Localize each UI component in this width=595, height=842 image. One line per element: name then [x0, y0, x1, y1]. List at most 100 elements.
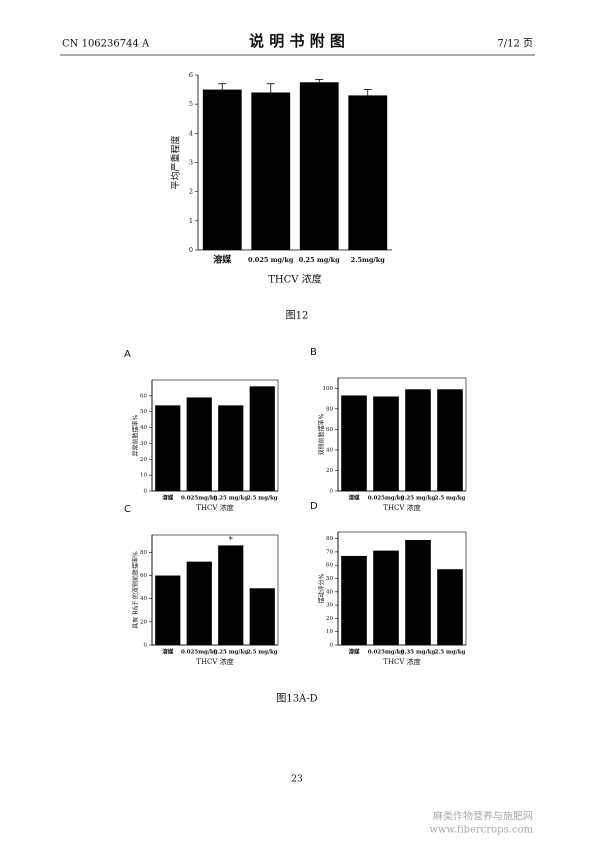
watermark: 麻类作物营养与施肥网 — [433, 810, 533, 823]
x-axis-label: THCV 浓度 — [196, 503, 233, 512]
y-tick-label: 10 — [326, 629, 333, 635]
bar — [202, 89, 242, 250]
figure-caption: 图13A-D — [276, 693, 317, 705]
y-tick-label: 0 — [330, 489, 334, 495]
y-tick-label: 5 — [189, 100, 193, 108]
x-tick-label: 0.25 mg/kg — [213, 650, 248, 656]
y-tick-label: 4 — [189, 129, 193, 137]
y-tick-label: 50 — [140, 409, 147, 415]
x-axis-label: THCV 浓度 — [383, 657, 420, 666]
y-axis-label: 具有 R&F 的双侧前肢摆率% — [132, 551, 140, 629]
bar — [405, 389, 431, 491]
y-tick-label: 3 — [189, 159, 193, 167]
plot-frame — [337, 531, 467, 646]
x-axis-label: THCV 浓度 — [383, 503, 420, 512]
panel-letter: A — [124, 349, 131, 360]
y-tick-label: 20 — [140, 619, 147, 625]
bar — [186, 397, 212, 491]
x-tick-label: 2.5 mg/kg — [247, 650, 278, 656]
x-axis-label: THCV 浓度 — [268, 273, 321, 286]
y-tick-label: 100 — [323, 386, 334, 392]
y-tick-label: 0 — [144, 643, 148, 649]
y-axis-label: 双侧前肢摆率% — [318, 413, 326, 455]
x-tick-label: 0.025 mg/kg — [248, 256, 294, 264]
bar — [218, 545, 244, 645]
y-tick-label: 10 — [140, 473, 147, 479]
y-tick-label: 40 — [140, 596, 147, 602]
x-tick-label: 0.35 mg/kg — [401, 650, 436, 656]
y-tick-label: 40 — [326, 447, 333, 453]
bar — [341, 395, 367, 491]
y-tick-label: 60 — [140, 393, 147, 399]
bar — [249, 386, 275, 491]
y-tick-label: 30 — [140, 441, 147, 447]
plot-frame — [151, 379, 279, 492]
y-tick-label: 80 — [326, 536, 333, 542]
bar — [341, 555, 367, 645]
x-tick-label: 溶媒 — [213, 254, 232, 266]
x-tick-label: 0.025mg/kg — [368, 496, 405, 502]
bar — [437, 569, 463, 645]
x-tick-label: 0.025mg/kg — [181, 496, 218, 502]
y-tick-label: 70 — [326, 549, 333, 555]
x-tick-label: 0.025mg/kg — [368, 650, 405, 656]
x-tick-label: 0.025mg/kg — [181, 650, 218, 656]
plot-frame — [151, 534, 279, 646]
x-tick-label: 2.5mg/kg — [351, 256, 386, 264]
y-tick-label: 60 — [140, 573, 147, 579]
bar — [155, 405, 181, 491]
x-tick-label: 溶媒 — [162, 648, 174, 656]
y-axis-label: 异常前肢摆率% — [132, 414, 140, 456]
x-tick-label: 2.5 mg/kg — [247, 496, 278, 502]
bar — [373, 550, 399, 645]
y-tick-label: 50 — [326, 576, 333, 582]
x-tick-label: 2.5 mg/kg — [435, 496, 466, 502]
y-axis-label: 平均严重程度 — [170, 135, 182, 189]
y-tick-label: 40 — [326, 589, 333, 595]
x-tick-label: 溶媒 — [348, 494, 360, 502]
y-tick-label: 60 — [326, 427, 333, 433]
x-tick-label: 2.5 mg/kg — [435, 650, 466, 656]
y-tick-label: 0 — [144, 489, 148, 495]
bar — [186, 561, 212, 645]
panel-letter: B — [310, 347, 317, 358]
y-axis-label: 摆动评分% — [318, 573, 326, 603]
doc-title: 说 明 书 附 图 — [249, 32, 345, 50]
x-tick-label: 溶媒 — [348, 648, 360, 656]
panel-letter: C — [124, 504, 131, 515]
y-tick-label: 80 — [140, 550, 147, 556]
bar — [437, 389, 463, 491]
page-number: 23 — [291, 775, 303, 785]
bar — [249, 588, 275, 645]
bar — [251, 92, 291, 250]
panel-letter: D — [310, 501, 318, 512]
x-tick-label: 溶媒 — [162, 494, 174, 502]
bar — [299, 82, 339, 251]
y-tick-label: 0 — [330, 643, 334, 649]
bar — [155, 575, 181, 645]
bar — [373, 396, 399, 491]
plot-frame — [337, 377, 467, 492]
watermark: www.fibercrops.com — [429, 825, 533, 836]
significance-marker: * — [229, 535, 233, 544]
y-tick-label: 20 — [140, 457, 147, 463]
y-tick-label: 20 — [326, 616, 333, 622]
x-tick-label: 0.25 mg/kg — [401, 496, 436, 502]
y-tick-label: 2 — [189, 188, 193, 196]
y-tick-label: 20 — [326, 468, 333, 474]
y-tick-label: 1 — [189, 217, 193, 225]
bar — [218, 405, 244, 491]
doc-number: CN 106236744 A — [62, 39, 150, 50]
x-axis-label: THCV 浓度 — [196, 657, 233, 666]
x-tick-label: 0.25 mg/kg — [299, 256, 340, 264]
y-tick-label: 40 — [140, 425, 147, 431]
bar — [405, 539, 431, 645]
y-tick-label: 80 — [326, 406, 333, 412]
page-count: 7/12 页 — [497, 38, 533, 50]
y-tick-label: 0 — [189, 246, 193, 254]
y-tick-label: 60 — [326, 563, 333, 569]
figure-caption: 图12 — [286, 310, 309, 322]
y-tick-label: 6 — [189, 71, 193, 79]
